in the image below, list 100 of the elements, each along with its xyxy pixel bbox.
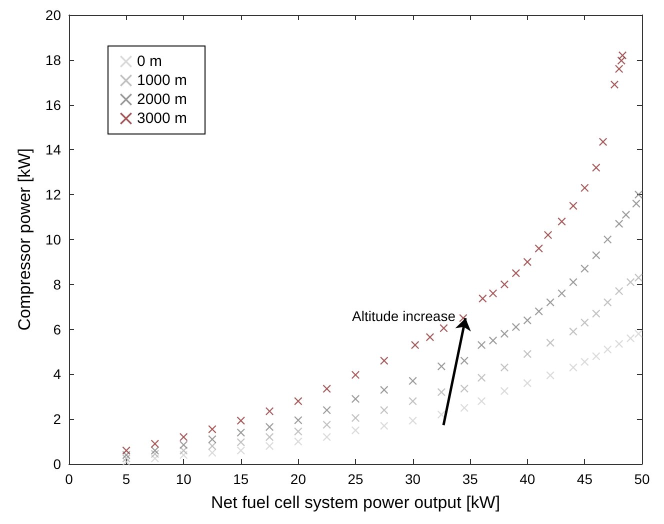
point: [618, 51, 627, 60]
point: [380, 356, 388, 365]
point: [411, 341, 420, 350]
point: [546, 298, 554, 306]
point: [615, 340, 624, 348]
y-axis-title: Compressor power [kW]: [15, 148, 34, 331]
point: [478, 374, 486, 382]
point: [604, 346, 612, 354]
x-axis-title: Net fuel cell system power output [kW]: [210, 493, 500, 512]
point: [569, 328, 578, 336]
legend-label: 2000 m: [137, 91, 188, 108]
point: [460, 356, 468, 365]
point: [634, 190, 643, 199]
point: [236, 438, 245, 446]
point: [294, 427, 302, 436]
point: [460, 384, 468, 393]
point: [478, 294, 487, 303]
point: [569, 202, 578, 210]
point: [546, 338, 554, 347]
point: [208, 442, 216, 450]
point: [604, 298, 612, 306]
point: [500, 363, 508, 372]
point: [236, 446, 245, 455]
point: [437, 362, 446, 370]
point: [352, 426, 360, 434]
y-tick-label: 14: [45, 142, 62, 158]
point: [632, 200, 640, 208]
x-tick-label: 45: [576, 471, 593, 487]
x-tick-label: 40: [520, 471, 536, 487]
point: [592, 352, 600, 360]
point: [236, 416, 245, 425]
point: [592, 164, 600, 172]
point: [558, 289, 566, 298]
annotation: Altitude increase: [352, 308, 456, 324]
point: [546, 371, 554, 380]
point: [610, 80, 618, 89]
point: [150, 440, 159, 448]
point: [322, 406, 331, 414]
point: [500, 280, 508, 288]
y-tick-label: 18: [45, 52, 62, 68]
point: [615, 64, 624, 73]
x-tick-label: 25: [348, 471, 364, 487]
point: [426, 333, 434, 342]
point: [500, 330, 508, 338]
legend-label: 3000 m: [137, 110, 188, 127]
point: [180, 440, 188, 449]
point: [534, 307, 543, 316]
point: [236, 428, 245, 437]
y-tick-label: 8: [53, 276, 62, 292]
point: [408, 397, 417, 406]
point: [322, 433, 331, 442]
x-tick-label: 35: [462, 471, 478, 487]
point: [544, 231, 552, 240]
y-tick-label: 10: [45, 232, 62, 248]
point: [634, 330, 643, 338]
point: [440, 324, 448, 332]
point: [352, 414, 360, 422]
y-tick-label: 2: [53, 411, 62, 428]
point: [580, 358, 589, 366]
point: [380, 422, 388, 430]
point: [322, 420, 331, 429]
point: [380, 406, 388, 414]
point: [208, 435, 216, 444]
y-tick-label: 16: [45, 96, 62, 113]
point: [580, 318, 589, 327]
point: [489, 336, 498, 345]
x-tick-label: 15: [233, 471, 249, 487]
point: [523, 350, 532, 358]
point: [352, 394, 360, 403]
x-tick-label: 5: [122, 471, 130, 487]
point: [523, 316, 532, 324]
point: [266, 433, 274, 442]
point: [626, 334, 635, 342]
point: [512, 323, 520, 332]
point: [569, 278, 578, 286]
point: [352, 370, 360, 379]
point: [208, 425, 216, 434]
point: [634, 274, 643, 282]
point: [622, 210, 630, 219]
legend-label: 0 m: [137, 53, 162, 70]
point: [592, 310, 600, 318]
point: [408, 416, 417, 425]
point: [523, 258, 532, 266]
legend-label: 1000 m: [137, 72, 188, 89]
point: [592, 251, 600, 260]
point: [437, 388, 446, 396]
point: [380, 386, 388, 394]
y-tick-label: 6: [53, 321, 62, 338]
point: [122, 446, 130, 455]
point: [266, 422, 274, 431]
point: [626, 278, 635, 286]
point: [580, 264, 589, 273]
point: [615, 220, 624, 228]
x-tick-label: 30: [405, 471, 421, 487]
point: [266, 407, 274, 416]
point: [478, 341, 486, 350]
x-tick-label: 0: [65, 471, 74, 487]
point: [294, 438, 302, 446]
point: [558, 218, 566, 226]
point: [322, 384, 331, 393]
